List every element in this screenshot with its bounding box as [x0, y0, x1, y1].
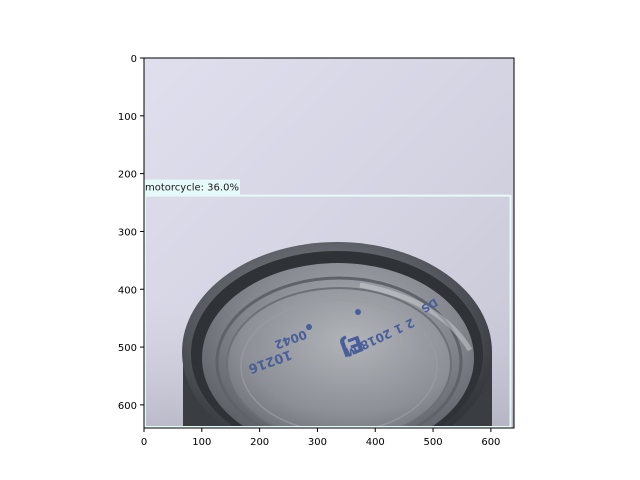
axes-frame [143, 57, 515, 429]
y-tick-label: 300 [118, 227, 137, 238]
x-axis-ticks: 0 100 200 300 400 500 600 [141, 428, 500, 448]
x-tick-label: 400 [366, 437, 385, 448]
x-tick-label: 500 [424, 437, 443, 448]
y-tick-label: 600 [118, 401, 137, 412]
x-tick-label: 100 [192, 437, 211, 448]
detection-overlay: motorcycle: 36.0% [144, 179, 512, 428]
detection-box [144, 194, 512, 428]
y-tick-label: 100 [118, 112, 137, 123]
y-tick-label: 200 [118, 170, 137, 181]
x-tick-label: 200 [250, 437, 269, 448]
y-tick-label: 0 [131, 54, 137, 65]
detection-label-background [144, 179, 240, 195]
photo-can-lid: 10216 0042 EJ 2 1 2018 M DS [144, 58, 514, 428]
y-tick-label: 500 [118, 343, 137, 354]
y-axis-ticks: 0 100 200 300 400 500 600 [118, 54, 144, 412]
x-tick-label: 0 [141, 437, 147, 448]
x-tick-label: 600 [481, 437, 500, 448]
y-tick-label: 400 [118, 285, 137, 296]
detection-label: motorcycle: 36.0% [145, 183, 239, 194]
x-tick-label: 300 [308, 437, 327, 448]
